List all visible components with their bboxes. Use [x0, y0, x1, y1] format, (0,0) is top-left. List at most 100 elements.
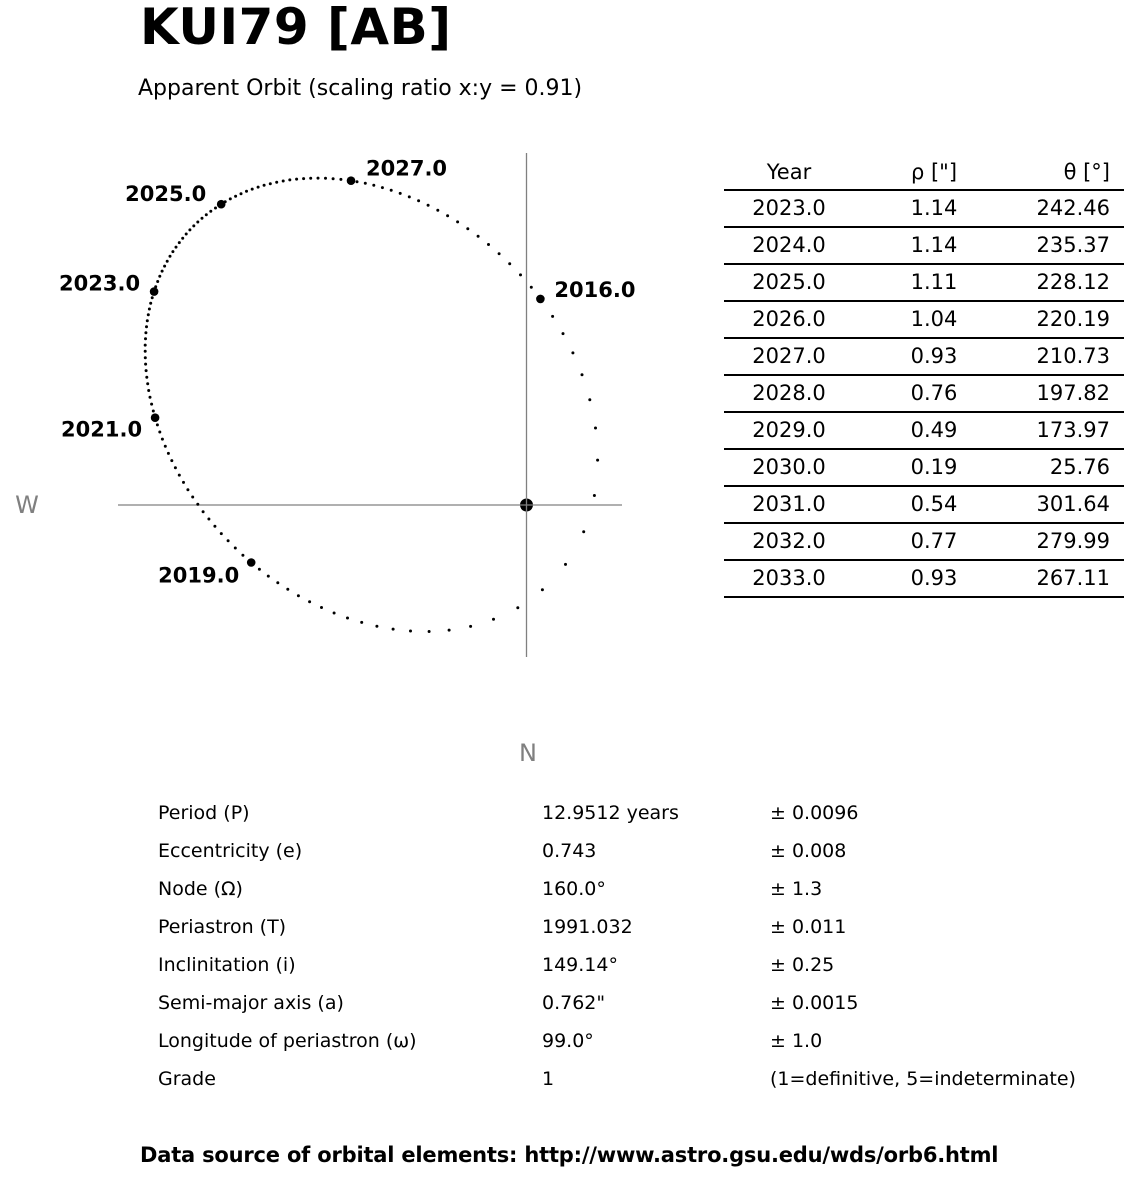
element-error: ± 0.0096	[770, 802, 859, 824]
orbit-dot	[201, 510, 205, 514]
orbit-dot	[466, 227, 470, 231]
orbit-dot	[516, 606, 520, 610]
orbit-dot	[407, 195, 411, 199]
orbit-dot	[288, 178, 292, 182]
orbit-dot	[276, 581, 280, 585]
orbit-dot	[158, 274, 162, 278]
orbit-dot	[177, 241, 181, 245]
table-cell: 0.19	[910, 455, 958, 479]
table-cell: 242.46	[1036, 196, 1110, 220]
ephemeris-table-header: Year ρ ["] θ [°]	[724, 154, 1124, 191]
orbit-dot	[186, 488, 190, 492]
table-cell: 2025.0	[752, 270, 826, 294]
orbit-dot	[380, 186, 384, 190]
orbit-dot	[145, 325, 148, 329]
orbit-dot	[245, 189, 248, 193]
orbit-dot	[308, 600, 312, 604]
orbit-dot	[320, 606, 323, 609]
page-title: KUI79 [AB]	[140, 0, 452, 56]
table-cell: 1.14	[910, 233, 958, 257]
orbit-dot	[144, 369, 148, 373]
orbit-dot	[564, 562, 567, 566]
orbit-dot	[144, 337, 147, 341]
orbit-dot	[163, 264, 167, 268]
orbit-dot	[171, 250, 175, 254]
table-cell: 210.73	[1036, 344, 1110, 368]
orbit-dot	[219, 532, 223, 536]
epoch-dot	[150, 413, 160, 423]
table-row: 2027.0 0.93 210.73	[724, 339, 1124, 376]
table-cell: 0.93	[910, 344, 958, 368]
table-cell: 2031.0	[752, 492, 826, 516]
table-row: 2025.0 1.11 228.12	[724, 265, 1124, 302]
element-row: Longitude of periastron (ω) 99.0° ± 1.0	[158, 1022, 1076, 1060]
orbit-dot	[181, 236, 185, 240]
data-source-note: Data source of orbital elements: http://…	[140, 1143, 999, 1167]
orbit-dot	[147, 307, 151, 311]
orbit-dot	[158, 430, 162, 434]
orbit-dot	[446, 214, 450, 218]
table-cell: 228.12	[1036, 270, 1110, 294]
orbit-dot	[213, 524, 217, 528]
table-row: 2030.0 0.19 25.76	[724, 450, 1124, 487]
orbit-dot	[417, 199, 421, 203]
orbit-dot	[241, 553, 245, 557]
table-cell: 0.76	[910, 381, 958, 405]
table-cell: 2032.0	[752, 529, 826, 553]
table-cell: 267.11	[1036, 566, 1110, 590]
orbit-dot	[295, 177, 299, 181]
orbit-dot	[196, 220, 200, 224]
orbit-dot	[177, 473, 181, 477]
table-cell: 0.49	[910, 418, 958, 442]
orbit-dot	[166, 451, 170, 455]
orbit-dot	[144, 362, 148, 366]
orbit-dot	[250, 187, 254, 191]
table-cell: 0.93	[910, 566, 958, 590]
orbit-dot	[145, 375, 149, 379]
orbit-dot	[588, 398, 592, 402]
orbit-dot	[204, 213, 208, 217]
element-error: ± 0.011	[770, 916, 847, 938]
orbit-dot	[339, 177, 343, 181]
element-error: ± 0.0015	[770, 992, 859, 1014]
orbit-dot	[150, 402, 154, 406]
element-value: 149.14°	[542, 954, 618, 976]
orbit-dot	[160, 437, 164, 441]
orbit-dot	[389, 188, 393, 192]
table-row: 2029.0 0.49 173.97	[724, 413, 1124, 450]
element-error: (1=definitive, 5=indeterminate)	[770, 1068, 1076, 1090]
orbit-dot	[143, 343, 147, 347]
element-label: Period (P)	[158, 802, 250, 824]
orbit-dot	[497, 252, 501, 256]
orbit-dot	[360, 620, 364, 624]
table-cell: 173.97	[1036, 418, 1110, 442]
table-cell: 1.11	[910, 270, 958, 294]
orbit-dot	[149, 301, 153, 305]
orbit-dot	[182, 480, 185, 484]
orbit-dot	[226, 539, 230, 543]
orbit-dot	[456, 220, 460, 224]
orbit-dot	[296, 594, 300, 598]
orbit-dot	[174, 245, 178, 249]
table-row: 2031.0 0.54 301.64	[724, 487, 1124, 524]
orbit-dot	[375, 624, 379, 628]
west-direction-label: W	[15, 491, 39, 519]
orbit-dot	[332, 611, 336, 615]
orbit-dot	[551, 314, 555, 318]
table-row: 2023.0 1.14 242.46	[724, 191, 1124, 228]
table-cell: 197.82	[1036, 381, 1110, 405]
orbit-dot	[540, 588, 544, 592]
element-row: Grade 1 (1=definitive, 5=indeterminate)	[158, 1060, 1076, 1098]
table-row: 2032.0 0.77 279.99	[724, 524, 1124, 561]
orbit-dot	[257, 567, 261, 571]
element-row: Inclinitation (i) 149.14° ± 0.25	[158, 946, 1076, 984]
orbit-dot	[209, 209, 213, 213]
orbit-dot	[309, 176, 313, 180]
orbit-dot	[476, 234, 480, 238]
orbit-dot	[214, 206, 217, 210]
epoch-dot	[346, 176, 356, 185]
element-row: Node (Ω) 160.0° ± 1.3	[158, 870, 1076, 908]
table-cell: 220.19	[1036, 307, 1110, 331]
orbit-dot	[492, 617, 495, 621]
north-direction-label: N	[519, 739, 537, 767]
